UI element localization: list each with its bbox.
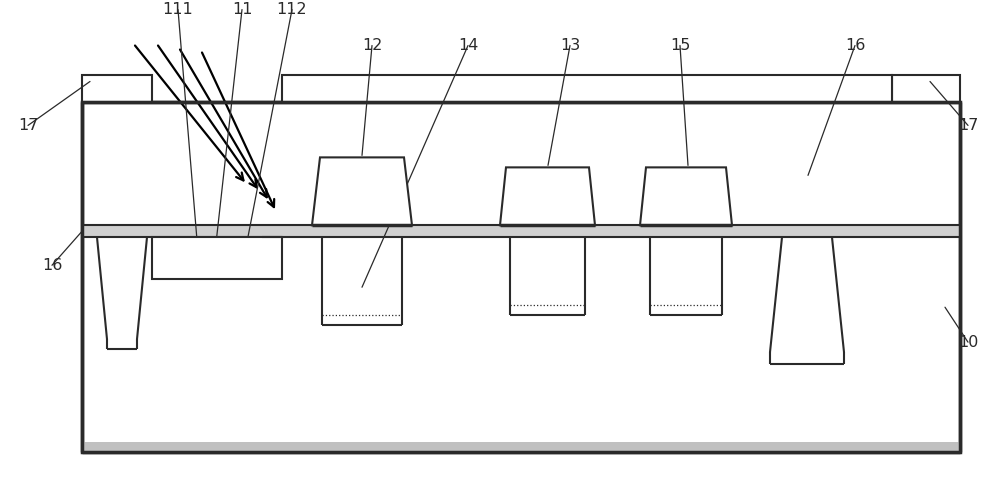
Text: 11: 11	[232, 2, 252, 17]
Bar	[892, 75, 960, 102]
Polygon shape	[640, 168, 732, 225]
Bar	[82, 225, 960, 237]
Text: 112: 112	[277, 2, 307, 17]
Text: 16: 16	[42, 258, 62, 273]
Text: 12: 12	[362, 38, 382, 53]
Polygon shape	[500, 168, 595, 225]
Bar	[282, 75, 892, 102]
Polygon shape	[312, 157, 412, 225]
Bar	[82, 442, 960, 452]
Bar	[82, 102, 960, 452]
Text: 17: 17	[18, 118, 38, 133]
Text: 16: 16	[845, 38, 865, 53]
Text: 17: 17	[958, 118, 978, 133]
Text: 14: 14	[458, 38, 478, 53]
Text: 13: 13	[560, 38, 580, 53]
Bar	[152, 237, 282, 279]
Text: 10: 10	[958, 335, 978, 350]
Text: 111: 111	[163, 2, 193, 17]
Text: 15: 15	[670, 38, 690, 53]
Bar	[82, 75, 152, 102]
